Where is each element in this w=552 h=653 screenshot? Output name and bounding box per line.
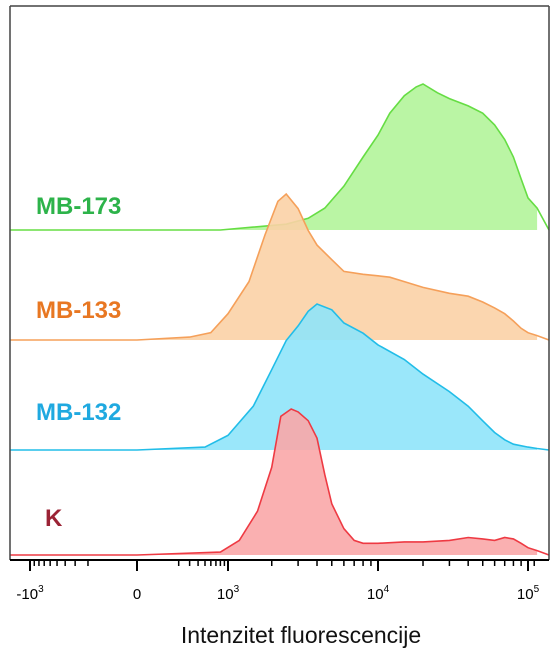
series-area [10, 304, 549, 450]
series-area [10, 84, 549, 230]
series-outline [10, 303, 550, 451]
x-tick-label: -103 [16, 584, 44, 603]
x-axis-title: Intenzitet fluorescencije [181, 622, 421, 648]
series-mb-133: MB-133 [10, 192, 550, 341]
histogram-lanes: MB-173 MB-133 MB-132 K [10, 83, 550, 556]
x-tick-label: 0 [133, 586, 141, 603]
series-outline [10, 408, 550, 556]
series-mb-173: MB-173 [10, 83, 550, 231]
series-outline [10, 192, 550, 341]
series-label: MB-173 [36, 193, 121, 220]
series-mb-132: MB-132 [10, 303, 550, 451]
series-label: MB-132 [36, 399, 121, 426]
series-k: K [10, 408, 550, 556]
series-label: MB-133 [36, 297, 121, 324]
series-area [10, 194, 549, 340]
series-label: K [45, 505, 63, 532]
x-axis: -103 0 103 104 105 [9, 5, 550, 603]
x-tick-label: 104 [367, 584, 390, 603]
x-tick-label: 105 [517, 584, 540, 603]
series-outline [10, 83, 550, 231]
x-tick-label: 103 [217, 584, 240, 603]
series-area [10, 409, 549, 555]
